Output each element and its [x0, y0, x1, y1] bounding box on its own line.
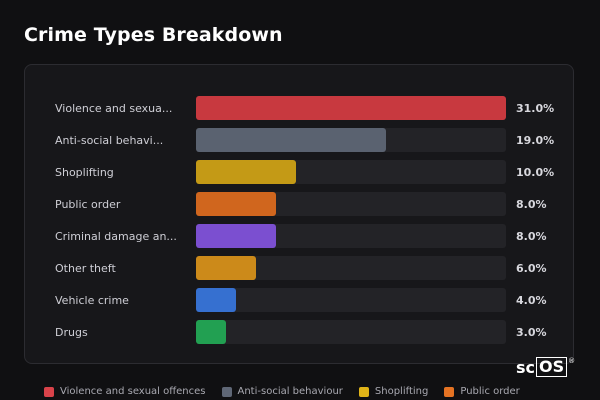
category-label: Criminal damage an...	[55, 230, 177, 243]
category-label: Other theft	[55, 262, 116, 275]
legend-item[interactable]: Violence and sexual offences	[44, 386, 206, 397]
chart-card: Violence and sexua... 31.0% Anti-social be…	[24, 64, 574, 364]
legend-label: Violence and sexual offences	[60, 386, 206, 397]
value-label: 8.0%	[516, 198, 547, 211]
legend-label: Shoplifting	[374, 386, 429, 397]
bar[interactable]	[196, 192, 276, 216]
legend-swatch	[444, 386, 455, 397]
legend-label: Anti-social behaviour	[237, 386, 343, 397]
value-label: 3.0%	[516, 326, 547, 339]
category-label: Drugs	[55, 326, 88, 339]
bar[interactable]	[196, 320, 226, 344]
bar-track	[196, 256, 506, 280]
category-label: Violence and sexua...	[55, 102, 172, 115]
page-title: Crime Types Breakdown	[24, 24, 283, 46]
legend-swatch	[221, 386, 232, 397]
bar-chart: Violence and sexua... 31.0% Anti-social be…	[55, 96, 554, 344]
logo-text-a: sc	[516, 357, 536, 377]
bar[interactable]	[196, 224, 276, 248]
bar-track	[196, 288, 506, 312]
scos-logo: sc OS ®	[516, 357, 575, 377]
legend-item[interactable]: Shoplifting	[358, 386, 429, 397]
category-label: Shoplifting	[55, 166, 114, 179]
logo-text-b: OS	[536, 357, 568, 377]
legend-swatch	[358, 386, 369, 397]
legend-item[interactable]: Public order	[444, 386, 520, 397]
legend: Violence and sexual offences Anti-social …	[44, 386, 520, 397]
value-label: 31.0%	[516, 102, 554, 115]
logo-registered-mark: ®	[568, 357, 576, 365]
value-label: 10.0%	[516, 166, 554, 179]
bar[interactable]	[196, 160, 296, 184]
bar[interactable]	[196, 288, 236, 312]
bar[interactable]	[196, 256, 256, 280]
bar[interactable]	[196, 96, 506, 120]
bar[interactable]	[196, 128, 386, 152]
value-label: 8.0%	[516, 230, 547, 243]
value-label: 4.0%	[516, 294, 547, 307]
value-label: 19.0%	[516, 134, 554, 147]
legend-item[interactable]: Anti-social behaviour	[221, 386, 343, 397]
legend-swatch	[44, 386, 54, 397]
bar-track	[196, 320, 506, 344]
category-label: Public order	[55, 198, 121, 211]
value-label: 6.0%	[516, 262, 547, 275]
legend-label: Public order	[460, 386, 520, 397]
category-label: Vehicle crime	[55, 294, 129, 307]
category-label: Anti-social behavi...	[55, 134, 163, 147]
